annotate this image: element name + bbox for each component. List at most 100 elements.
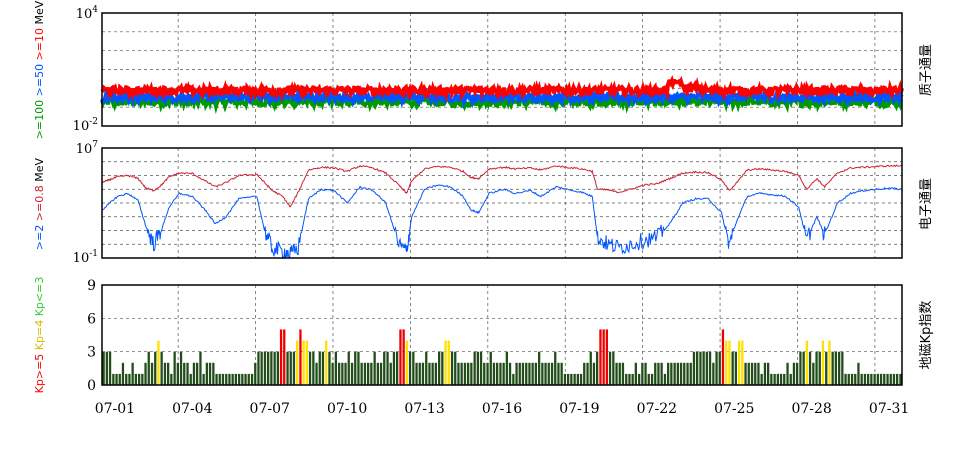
kp-bar — [312, 351, 315, 385]
kp-bar — [331, 362, 334, 385]
kp-bar — [454, 351, 457, 385]
kp-bar — [696, 351, 699, 385]
kp-bar — [579, 373, 583, 385]
kp-bar — [734, 351, 737, 385]
kp-bar — [421, 362, 425, 385]
kp-bar — [708, 351, 712, 385]
kp-bar — [689, 362, 692, 385]
proton-panel: 104 10-2 >=100 >=50 >=10 MeV 质子通量 — [33, 0, 934, 139]
kp-bar — [667, 362, 670, 385]
kp-bar — [873, 373, 876, 385]
kp-bar — [841, 351, 844, 385]
kp-bar — [715, 351, 718, 385]
kp-bar — [154, 351, 157, 385]
kp-bar — [654, 362, 657, 385]
kp-bar — [170, 373, 173, 385]
kp-bar — [812, 362, 815, 385]
kp-y-tick-label: 6 — [87, 311, 96, 327]
x-tick-label: 07-07 — [250, 401, 290, 417]
kp-bar — [286, 351, 289, 385]
kp-bar — [305, 340, 308, 385]
x-tick-label: 07-25 — [714, 401, 754, 417]
proton-series-line — [100, 74, 904, 103]
kp-bar — [412, 351, 415, 385]
kp-bar — [899, 373, 902, 385]
kp-bar — [296, 340, 299, 385]
kp-bar — [321, 351, 325, 385]
kp-bar — [889, 373, 892, 385]
kp-bar — [273, 351, 276, 385]
kp-bar — [770, 373, 773, 385]
kp-bar — [150, 362, 154, 385]
kp-bar — [425, 351, 428, 385]
kp-bar — [228, 373, 231, 385]
kp-bar — [557, 362, 560, 385]
kp-bar — [625, 373, 628, 385]
kp-bar — [534, 362, 537, 385]
kp-bar — [738, 340, 741, 385]
kp-bar — [496, 362, 499, 385]
kp-bar — [431, 362, 434, 385]
kp-bar — [260, 351, 263, 385]
kp-bar — [560, 362, 563, 385]
kp-bar — [105, 351, 108, 385]
kp-bar — [276, 351, 279, 385]
kp-bar — [718, 351, 721, 385]
kp-bar — [628, 373, 631, 385]
kp-bar — [757, 362, 760, 385]
kp-bar — [750, 362, 754, 385]
kp-bar — [225, 373, 228, 385]
kp-bar — [128, 373, 131, 385]
kp-bar — [399, 329, 402, 385]
kp-bar — [318, 351, 321, 385]
kp-bar — [392, 351, 396, 385]
kp-bar — [650, 373, 654, 385]
kp-bar — [125, 373, 128, 385]
kp-bar — [615, 362, 618, 385]
kp-bar — [563, 373, 567, 385]
kp-bar — [712, 362, 715, 385]
kp-bar — [638, 373, 641, 385]
kp-y-tick-label: 9 — [87, 278, 96, 294]
kp-bar — [112, 373, 115, 385]
kp-bar — [634, 362, 637, 385]
kp-bar — [315, 362, 318, 385]
kp-panel-title: 地磁Kp指数 — [919, 301, 934, 370]
kp-bar — [486, 362, 489, 385]
kp-bar — [221, 373, 225, 385]
kp-bar — [383, 351, 386, 385]
kp-bar — [144, 362, 147, 385]
kp-bar — [825, 351, 828, 385]
kp-bar — [405, 340, 408, 385]
kp-bar — [870, 373, 873, 385]
kp-bar — [879, 373, 883, 385]
kp-bar — [699, 351, 702, 385]
kp-bar — [815, 351, 818, 385]
x-axis-ticks: 07-01 07-04 07-07 07-10 07-13 07-16 07-19 07-22… — [95, 401, 910, 417]
kp-bar — [705, 351, 708, 385]
kp-bar — [389, 362, 392, 385]
electron-panel-title: 电子通量 — [919, 178, 934, 230]
kp-bar — [244, 373, 247, 385]
kp-bar — [725, 340, 728, 385]
kp-bar — [447, 340, 450, 385]
kp-bar — [834, 351, 837, 385]
kp-bar — [102, 351, 105, 385]
x-tick-label: 07-16 — [482, 401, 522, 417]
kp-bar — [186, 362, 189, 385]
kp-bar — [163, 362, 167, 385]
kp-bar — [483, 362, 486, 385]
x-tick-label: 07-31 — [869, 401, 909, 417]
kp-bar — [883, 373, 886, 385]
proton-ybot-label: 10-2 — [73, 117, 98, 134]
kp-bar — [867, 373, 870, 385]
kp-bar — [460, 362, 463, 385]
kp-bar — [428, 362, 431, 385]
kp-bar — [741, 340, 744, 385]
kp-bar — [508, 362, 512, 385]
kp-bar — [776, 373, 779, 385]
kp-bar — [334, 351, 337, 385]
kp-bar — [792, 362, 796, 385]
